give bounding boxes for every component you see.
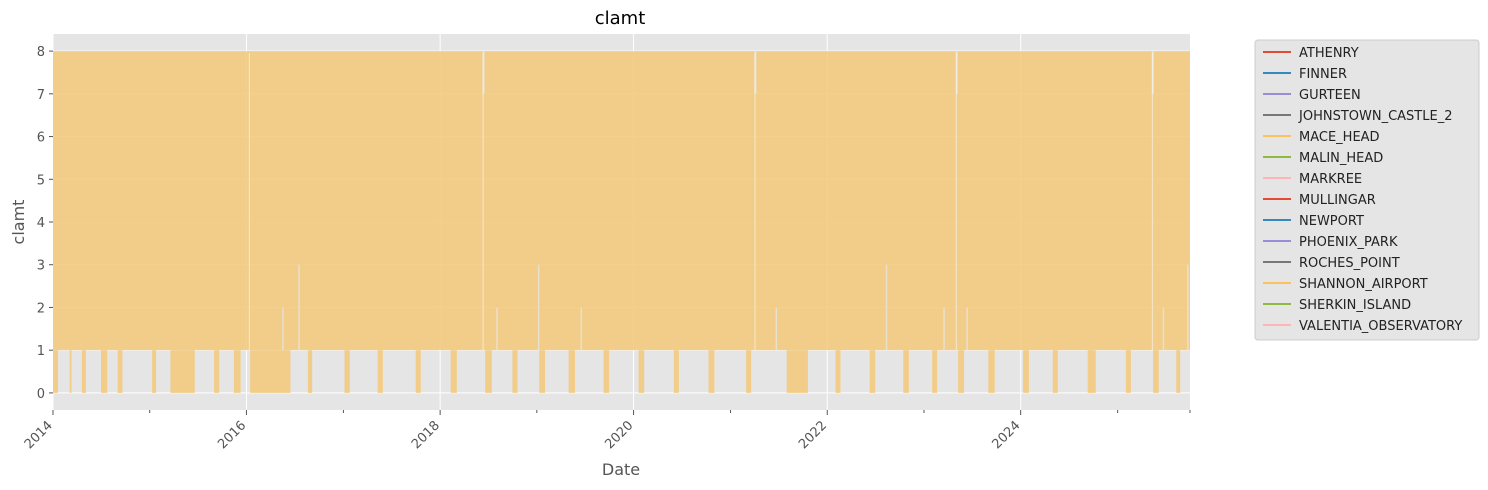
band-low-segment <box>958 350 964 393</box>
band-low-segment <box>539 350 546 393</box>
band-low-segment <box>450 350 457 393</box>
legend-label: MACE_HEAD <box>1299 130 1380 145</box>
y-tick-label: 5 <box>37 173 45 188</box>
band-gap <box>248 53 251 351</box>
legend-label: MARKREE <box>1299 172 1362 187</box>
legend-label: NEWPORT <box>1299 214 1364 229</box>
y-tick-label: 4 <box>37 216 45 231</box>
legend-label: MALIN_HEAD <box>1299 151 1383 166</box>
y-tick-label: 1 <box>37 344 45 359</box>
band-low-segment <box>415 350 421 393</box>
band-low-segment <box>638 350 645 393</box>
band-low-segment <box>1153 350 1159 393</box>
data-band <box>53 51 1190 393</box>
band-low-segment <box>673 350 679 393</box>
band-low-segment <box>53 350 59 393</box>
band-low-segment <box>603 350 610 393</box>
band-low-segment <box>512 350 518 393</box>
legend-label: VALENTIA_OBSERVATORY <box>1299 319 1462 334</box>
band-low-segment <box>568 350 575 393</box>
legend-label: PHOENIX_PARK <box>1299 235 1398 250</box>
band-raised-min <box>1162 307 1165 351</box>
band-low-segment <box>1023 350 1029 393</box>
band-low-segment <box>377 350 383 393</box>
band-low-segment <box>903 350 909 393</box>
legend-label: ROCHES_POINT <box>1299 256 1400 271</box>
x-tick-label: 2014 <box>22 418 56 452</box>
band-low-segment <box>117 350 123 393</box>
band-low-segment <box>746 350 752 393</box>
band-low-segment <box>307 350 313 393</box>
band-raised-min <box>885 264 888 351</box>
band-low-segment <box>1087 350 1096 393</box>
x-axis-label: Date <box>602 460 640 479</box>
y-axis-label: clamt <box>9 200 28 245</box>
y-tick-label: 7 <box>37 88 45 103</box>
y-tick-label: 0 <box>37 387 45 402</box>
band-raised-min <box>298 264 300 351</box>
x-tick-label: 2018 <box>409 418 443 452</box>
x-tick-label: 2024 <box>990 418 1024 452</box>
legend-label: FINNER <box>1299 67 1347 82</box>
band-low-segment <box>233 350 241 393</box>
band-low-segment <box>1052 350 1058 393</box>
band-raised-min <box>966 307 968 351</box>
y-tick-label: 6 <box>37 131 45 146</box>
x-tick-label: 2016 <box>215 418 249 452</box>
y-tick-label: 3 <box>37 259 45 274</box>
y-tick-label: 2 <box>37 301 45 316</box>
band-raised-min <box>282 307 284 351</box>
band-gap <box>955 53 957 351</box>
x-tick-label: 2022 <box>796 418 830 452</box>
x-tick-label: 2020 <box>602 418 636 452</box>
band-low-segment <box>932 350 938 393</box>
band-gap <box>754 53 756 351</box>
band-gap <box>1151 53 1154 351</box>
band-raised-min <box>943 307 945 351</box>
y-axis: 0 1 2 3 4 5 6 7 8 <box>37 45 53 402</box>
band-raised-min <box>1187 264 1189 351</box>
band-low-segment <box>214 350 220 393</box>
band-raised-min <box>537 264 540 351</box>
legend-label: SHERKIN_ISLAND <box>1299 298 1411 313</box>
band-low-segment <box>1176 350 1181 393</box>
band-low-segment <box>988 350 995 393</box>
legend-label: JOHNSTOWN_CASTLE_2 <box>1298 109 1452 124</box>
band-low-segment <box>835 350 841 393</box>
band-low-segment <box>81 350 86 393</box>
legend-label: ATHENRY <box>1299 46 1359 61</box>
band-raised-min <box>775 307 778 351</box>
band-gap <box>482 53 484 351</box>
band-low-segment <box>786 350 808 393</box>
legend-label: GURTEEN <box>1299 88 1361 103</box>
legend-label: MULLINGAR <box>1299 193 1376 208</box>
band-low-segment <box>170 350 195 393</box>
band-low-segment <box>485 350 492 393</box>
legend-label: SHANNON_AIRPORT <box>1299 277 1428 292</box>
band-low-segment <box>1125 350 1131 393</box>
x-axis: 2014 2016 2018 2020 2022 2024 <box>22 410 1191 452</box>
band-raised-min <box>580 307 583 351</box>
series-band <box>53 51 1190 351</box>
band-raised-min <box>496 307 498 351</box>
band-low-segment <box>152 350 157 393</box>
y-tick-label: 8 <box>37 45 45 60</box>
band-low-segment <box>344 350 350 393</box>
band-low-segment <box>69 350 72 393</box>
band-low-segment <box>869 350 876 393</box>
legend-box <box>1254 39 1480 341</box>
band-low-segment <box>100 350 108 393</box>
legend: ATHENRY FINNER GURTEEN JOHNSTOWN_CASTLE_2 MA… <box>1254 39 1480 341</box>
band-low-segment <box>708 350 715 393</box>
chart-title: clamt <box>595 8 646 29</box>
band-low-segment <box>250 350 291 393</box>
